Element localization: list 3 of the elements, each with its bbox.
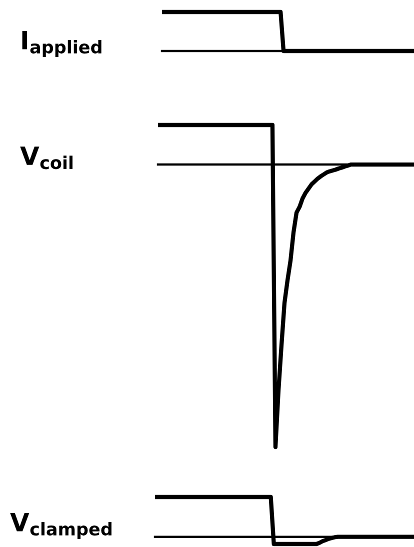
y-axis-title: I$_{applied}$ [22,31,102,57]
y-axis-title: V$_{coil}$ [20,146,73,170]
y-axis-title: V$_{clamped}$ [10,513,112,539]
